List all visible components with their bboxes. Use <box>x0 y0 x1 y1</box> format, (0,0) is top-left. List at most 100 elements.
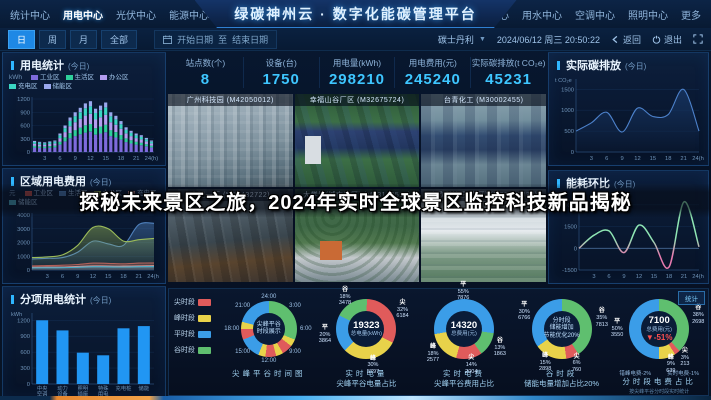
svg-text:300: 300 <box>20 137 30 143</box>
panel-title: 分项用电统计 (今日) <box>3 287 165 308</box>
page-title: 绿碳神州云 · 数字化能碳管理平台 <box>234 5 477 22</box>
svg-text:18: 18 <box>120 274 126 280</box>
nav-item-left-0[interactable]: 统计中心 <box>10 10 50 22</box>
kpi-label: 设备(台) <box>265 57 297 68</box>
tou-legend-label: 平时段 <box>174 331 195 338</box>
donut-sub-label: 错峰电费-2% <box>619 370 652 377</box>
svg-text:15: 15 <box>651 274 657 280</box>
clock-tick-label: 24:00 <box>261 294 277 300</box>
nav-item-right-1[interactable]: 用水中心 <box>522 10 562 22</box>
kpi-value: 45231 <box>485 70 532 88</box>
donut-caption-line: 尖峰平谷时间图 <box>232 369 306 378</box>
calendar-icon <box>163 34 173 44</box>
donut-caption: 谷时段 储能电量增加占比20% <box>524 369 599 389</box>
svg-text:15: 15 <box>102 156 108 162</box>
chart-legend: kWh 工业区 生活区 办公区 充电区 储能区 <box>3 74 165 92</box>
svg-text:12: 12 <box>636 274 642 280</box>
svg-text:18: 18 <box>118 156 124 162</box>
svg-text:3: 3 <box>43 156 46 162</box>
tou-legend-item-0: 尖时段 <box>174 297 220 307</box>
svg-text:300: 300 <box>20 366 30 372</box>
nav-item-right-4[interactable]: 更多 <box>681 10 701 22</box>
donut-center-line: 分时段 <box>552 318 571 325</box>
slice-label-尖: 尖 32% 6184 <box>396 300 409 320</box>
site-photo-card-2[interactable]: 幸福山谷厂区 (M32675724) <box>294 94 420 187</box>
donut-center-line: 总费用(元) <box>646 326 672 333</box>
user-dropdown[interactable]: 碳士丹利 ▼ <box>438 33 486 46</box>
legend-swatch <box>65 74 73 80</box>
slice-label-平: 平 50% 3550 <box>611 319 624 339</box>
nav-item-left-3[interactable]: 能源中心 <box>169 10 209 22</box>
donut-center-line: 总电量(kWh) <box>350 331 382 338</box>
clock-tick-label: 15:00 <box>235 348 251 355</box>
svg-text:9: 9 <box>621 156 624 162</box>
site-photo-card-3[interactable]: 台青化工 (M30002455) <box>421 94 546 187</box>
date-end-input[interactable]: 结束日期 <box>232 34 269 45</box>
donut-center-line: 时段展示 <box>256 329 281 335</box>
svg-text:600: 600 <box>20 123 30 129</box>
stats-button[interactable]: 统计 <box>677 291 705 305</box>
svg-text:1500: 1500 <box>564 225 577 231</box>
slice-label-尖: 尖 3% 213 <box>680 348 690 368</box>
logout-button[interactable]: 退出 <box>652 33 682 46</box>
fullscreen-icon <box>693 34 703 44</box>
svg-text:15: 15 <box>650 156 656 162</box>
svg-text:9: 9 <box>74 156 77 162</box>
range-tab-3[interactable]: 全部 <box>101 29 138 49</box>
svg-text:0: 0 <box>571 150 574 156</box>
range-tab-0[interactable]: 日 <box>8 29 36 49</box>
clock-tick-label: 18:00 <box>224 326 240 332</box>
legend-swatch <box>43 84 51 90</box>
svg-text:3: 3 <box>590 156 593 162</box>
site-photo-card-1[interactable]: 广州科技园 (M42050012) <box>168 94 293 187</box>
svg-text:0: 0 <box>27 382 30 388</box>
date-start-input[interactable]: 开始日期 <box>177 34 214 45</box>
panel-electricity-usage-stats: 用电统计 (今日) kWh 工业区 生活区 办公区 充电区 储能区 0 300 600 900 12… <box>2 52 166 166</box>
kpi-1: 设备(台) 1750 <box>244 56 320 88</box>
datetime-display: 2024/06/12 周三 20:50:22 <box>496 34 600 45</box>
donut-tou-clock: 尖峰平谷 时段展示 24:00 3:00 6:00 9:00 12:00 15:00 18:00… <box>220 289 318 395</box>
main-nav-right: 碳中心用水中心空调中心照明中心更多 <box>479 7 711 22</box>
donut-caption-line: 实时电量 <box>345 369 388 378</box>
svg-text:12: 12 <box>90 274 96 280</box>
donut-caption: 尖峰平谷时间图 <box>232 369 306 379</box>
donut-cost-share: 14320 总费用(元) 平 55% 7876 谷 13% 1863 尖 14% 2004 峰 18% 2… <box>415 282 513 395</box>
date-range-picker[interactable]: 开始日期 至 结束日期 <box>154 29 278 49</box>
back-button[interactable]: 返回 <box>611 33 641 46</box>
nav-item-right-2[interactable]: 空调中心 <box>575 10 615 22</box>
svg-text:3: 3 <box>46 274 49 280</box>
donut-center: 7100 总费用(元) ▼-51% <box>641 310 678 347</box>
svg-text:中央空调: 中央空调 <box>37 384 48 396</box>
range-tab-1[interactable]: 周 <box>39 29 67 49</box>
slice-label-峰: 峰 15% 2898 <box>539 353 552 373</box>
slice-label-平: 平 20% 3864 <box>318 325 332 345</box>
donut-center: 14320 总费用(元) <box>445 311 482 347</box>
svg-text:18: 18 <box>665 156 671 162</box>
donut-center: 分时段 储能增加 节能优化20% <box>543 311 580 347</box>
fullscreen-button[interactable] <box>693 34 703 44</box>
date-to-label: 至 <box>218 34 228 45</box>
svg-text:6: 6 <box>607 274 610 280</box>
nav-item-left-2[interactable]: 光伏中心 <box>116 10 156 22</box>
nav-item-left-1[interactable]: 用电中心 <box>63 10 103 22</box>
tou-legend-swatch <box>198 314 211 322</box>
donut-wrap: 19323 总电量(kWh) 平 20% 3864 谷 18% 3478 尖 32% 6184 峰 30… <box>318 287 414 375</box>
region-cost-area-chart: 010002000300040003691215182124(h) <box>17 212 159 280</box>
svg-text:12: 12 <box>87 156 93 162</box>
svg-text:充电桩: 充电桩 <box>116 384 133 392</box>
svg-text:6: 6 <box>58 156 61 162</box>
bottom-progress-strip <box>0 396 711 400</box>
svg-text:9: 9 <box>76 274 79 280</box>
svg-text:6: 6 <box>61 274 64 280</box>
donut-ring: 尖峰平谷 时段展示 <box>240 301 297 357</box>
svg-text:1000: 1000 <box>17 254 30 260</box>
kpi-3: 用电费用(元) 245240 <box>395 56 472 88</box>
donut-caption-line: 储能电量增加占比20% <box>524 379 600 389</box>
panel-subitem-usage: 分项用电统计 (今日) 0 300 600 900 1200 kWh 中央空调 动力设备 照明插座… <box>2 286 166 398</box>
range-tab-2[interactable]: 月 <box>70 29 98 49</box>
tou-legend-label: 峰时段 <box>174 315 195 322</box>
svg-text:0: 0 <box>27 268 30 274</box>
donut-center-line: 储能增加 <box>549 325 574 332</box>
nav-item-right-3[interactable]: 照明中心 <box>628 10 668 22</box>
